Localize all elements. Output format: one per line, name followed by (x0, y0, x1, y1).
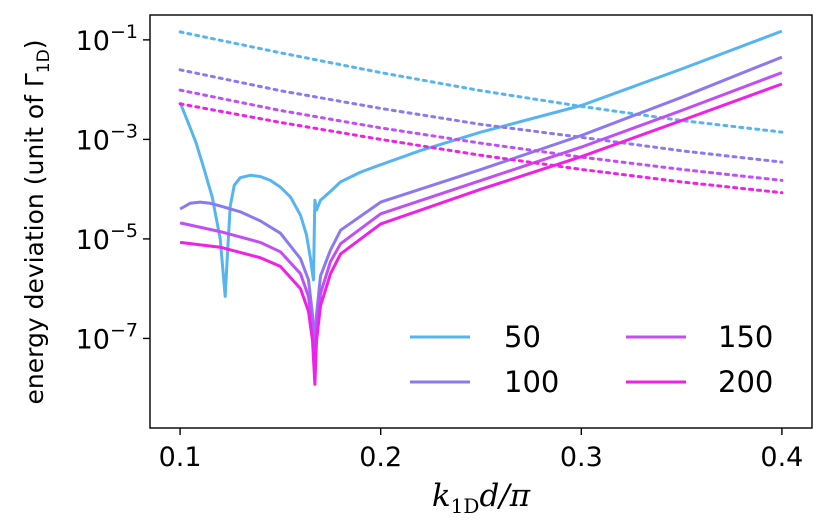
legend-label-150: 150 (718, 320, 773, 354)
series-200-solid-line (179, 82, 783, 386)
legend-label-200: 200 (718, 365, 773, 399)
y-axis-ticks: 10−1 10−3 10−5 10−7 (76, 21, 150, 355)
series-100-dotted-line (178, 68, 784, 164)
y-tick-label: 10−1 (76, 21, 138, 57)
axes-frame (149, 14, 813, 429)
y-tick-label: 10−7 (76, 319, 138, 355)
series-150-dotted-line (178, 88, 784, 182)
x-tick-label: 0.2 (359, 442, 402, 473)
legend-label-100: 100 (504, 365, 559, 399)
series-50-dotted-line (178, 30, 784, 134)
y-axis-label: energy deviation (unit of Γ1D) (20, 40, 54, 405)
x-axis-ticks: 0.1 0.2 0.3 0.4 (159, 428, 803, 473)
legend-label-50: 50 (504, 320, 541, 354)
x-tick-label: 0.4 (760, 442, 803, 473)
legend: 50 150 100 200 (410, 320, 773, 399)
x-tick-label: 0.1 (159, 442, 202, 473)
x-axis-label: k1Dd/π (432, 478, 531, 518)
series-50-solid-line (178, 29, 783, 298)
series-200-dotted-line (178, 102, 784, 195)
y-tick-label: 10−5 (76, 220, 138, 256)
x-tick-label: 0.3 (560, 442, 603, 473)
series-layer (178, 29, 784, 386)
y-tick-label: 10−3 (76, 120, 138, 156)
series-100-solid-line (179, 55, 783, 345)
